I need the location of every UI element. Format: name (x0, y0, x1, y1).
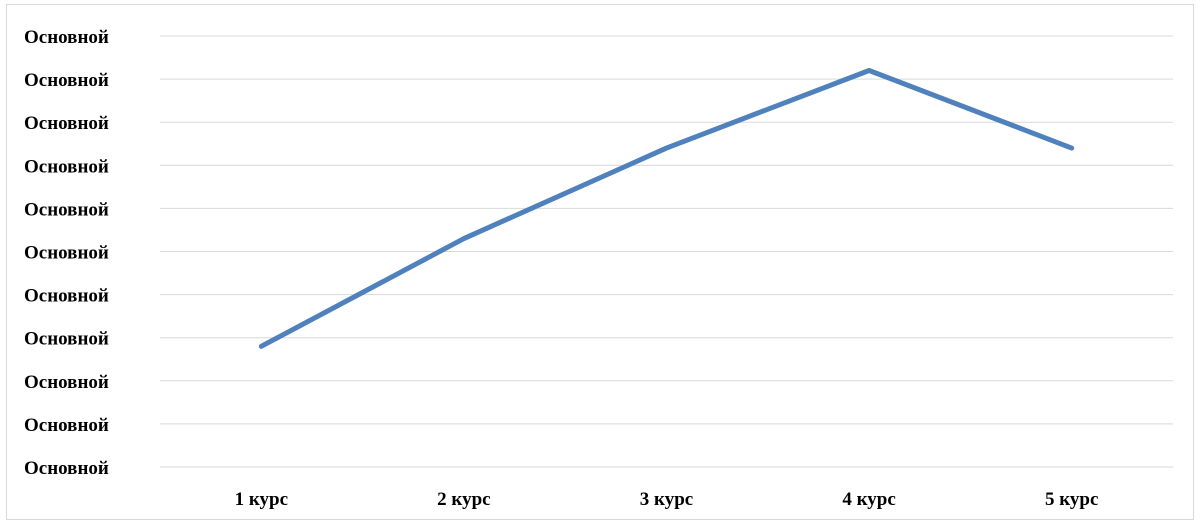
x-tick-label: 1 курс (235, 489, 288, 510)
gridlines (160, 35, 1173, 468)
y-tick-label: Основной (24, 286, 109, 307)
x-tick-label: 3 курс (640, 489, 693, 510)
x-tick-label: 5 курс (1045, 489, 1098, 510)
y-tick-label: Основной (24, 113, 109, 134)
x-tick-label: 2 курс (437, 489, 490, 510)
y-tick-label: Основной (24, 156, 109, 177)
y-tick-label: Основной (24, 372, 109, 393)
y-tick-label: Основной (24, 415, 109, 436)
y-tick-label: Основной (24, 27, 109, 48)
y-tick-label: Основной (24, 243, 109, 264)
series-line (258, 67, 1075, 349)
y-tick-label: Основной (24, 70, 109, 91)
series-lines (258, 67, 1075, 349)
y-tick-label: Основной (24, 199, 109, 220)
y-tick-label: Основной (24, 329, 109, 350)
y-axis-tick-labels: Основной Основной Основной Основной Основной… (24, 27, 109, 479)
chart-frame (6, 4, 1194, 520)
x-tick-label: 4 курс (842, 489, 895, 510)
x-axis-tick-labels: 1 курс 2 курс 3 курс 4 курс 5 курс (235, 489, 1099, 510)
y-tick-label: Основной (24, 458, 109, 479)
